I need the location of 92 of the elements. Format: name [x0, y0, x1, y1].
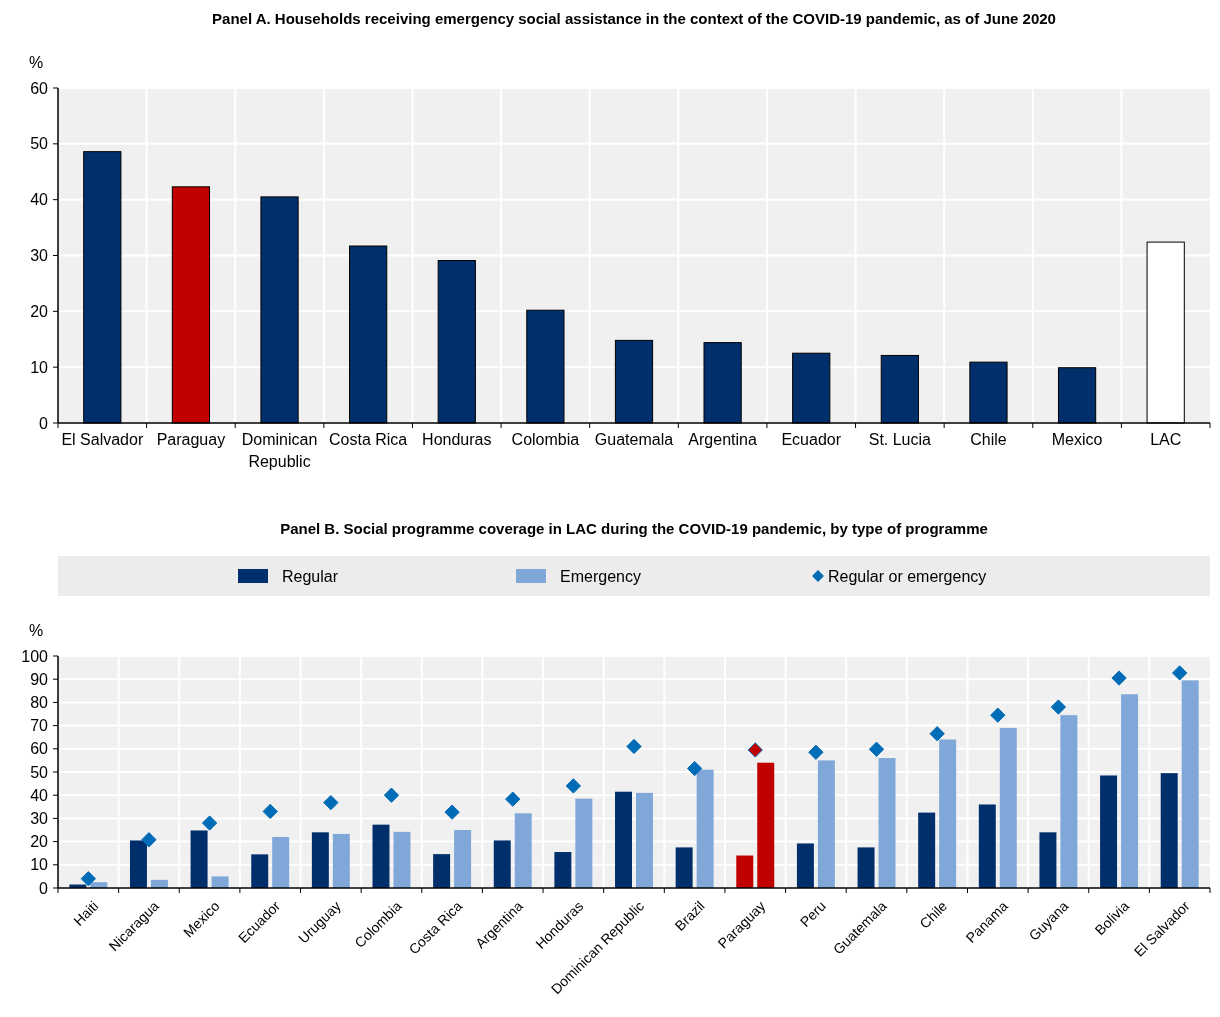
x-tick-label: Dominican Republic	[241, 431, 318, 470]
point	[990, 707, 1006, 723]
bar	[1039, 832, 1057, 888]
bar	[554, 852, 572, 888]
bar	[1060, 715, 1078, 888]
bar	[999, 727, 1017, 888]
y-tick-label: 100	[21, 647, 49, 665]
y-tick-label: 30	[30, 810, 49, 827]
bar	[736, 855, 754, 888]
y-tick-label: 10	[30, 358, 49, 376]
bar	[332, 833, 350, 888]
y-tick-label: 30	[30, 247, 49, 265]
bar	[939, 739, 957, 888]
bar	[757, 762, 775, 888]
bar	[190, 830, 208, 888]
point	[262, 803, 278, 820]
y-tick-label: 60	[30, 79, 49, 97]
x-tick-label: Chile	[970, 431, 1007, 448]
y-tick-label: 0	[39, 414, 49, 432]
point	[383, 787, 400, 803]
point	[444, 804, 460, 820]
legend-label: Regular or emergency	[828, 568, 987, 585]
y-tick-label: 80	[30, 694, 49, 711]
bar	[636, 792, 653, 888]
bar	[615, 791, 632, 888]
bar	[514, 813, 532, 888]
x-tick-label: Honduras	[422, 431, 492, 448]
bar	[211, 876, 229, 888]
x-tick-label: Paraguay	[156, 431, 226, 448]
bar	[393, 831, 411, 888]
point	[929, 726, 945, 742]
bar	[675, 847, 693, 888]
x-tick-label: LAC	[1150, 431, 1182, 448]
point	[686, 760, 703, 777]
bar	[918, 812, 936, 888]
bar	[493, 840, 511, 888]
y-axis-title: %	[28, 622, 44, 639]
legend-label: Emergency	[560, 568, 641, 585]
y-tick-label: 0	[39, 879, 49, 897]
bar	[696, 769, 714, 888]
point	[80, 871, 96, 887]
point	[505, 791, 521, 807]
y-tick-label: 20	[30, 302, 49, 320]
legend-label: Regular	[282, 568, 339, 585]
y-tick-label: 40	[30, 786, 49, 804]
y-tick-label: 50	[30, 135, 49, 153]
bar	[978, 804, 996, 888]
bar	[1100, 775, 1118, 888]
x-tick-label: El Salvador	[61, 431, 144, 448]
point	[626, 738, 642, 755]
bar	[575, 798, 593, 888]
y-tick-label: 40	[30, 191, 49, 209]
bar	[433, 854, 451, 888]
x-tick-label: Ecuador	[781, 431, 842, 448]
chart-title: Panel B. Social programme coverage in LAC during the COVID-19 pandemic, by type of programme	[280, 520, 988, 537]
bar	[454, 830, 472, 888]
point	[747, 742, 763, 758]
point	[1172, 665, 1188, 681]
y-axis-title: %	[28, 54, 44, 71]
x-tick-label: Costa Rica	[329, 431, 408, 448]
y-tick-label: 50	[30, 763, 49, 781]
x-tick-label: St. Lucia	[868, 431, 932, 448]
x-tick-label: Mexico	[1051, 431, 1103, 448]
y-tick-label: 70	[30, 717, 49, 735]
point	[808, 744, 824, 760]
bar	[372, 824, 390, 888]
y-tick-label: 60	[30, 740, 49, 758]
bar	[251, 854, 269, 888]
point	[323, 794, 339, 811]
y-tick-label: 90	[30, 670, 49, 688]
bar	[796, 843, 814, 888]
point	[868, 741, 885, 757]
y-tick-label: 20	[30, 833, 49, 851]
bar	[1160, 773, 1178, 888]
bar	[878, 758, 896, 888]
y-tick-label: 10	[30, 856, 49, 874]
x-tick-label: Colombia	[511, 431, 580, 448]
bar	[857, 847, 875, 888]
point	[201, 815, 218, 831]
bar	[817, 760, 835, 888]
x-tick-label: Guatemala	[594, 431, 674, 448]
bar	[129, 840, 147, 888]
point	[1050, 699, 1067, 715]
bar	[1121, 694, 1139, 888]
bar	[1181, 680, 1199, 888]
bar	[311, 832, 329, 888]
bar	[272, 836, 290, 888]
point	[141, 832, 157, 848]
x-tick-label: Argentina	[688, 431, 757, 448]
point	[1111, 670, 1127, 686]
chart-title: Panel A. Households receiving emergency social assistance in the context of the COVID-19 pandemic, as of June 2020	[212, 10, 1056, 27]
point	[565, 778, 582, 794]
